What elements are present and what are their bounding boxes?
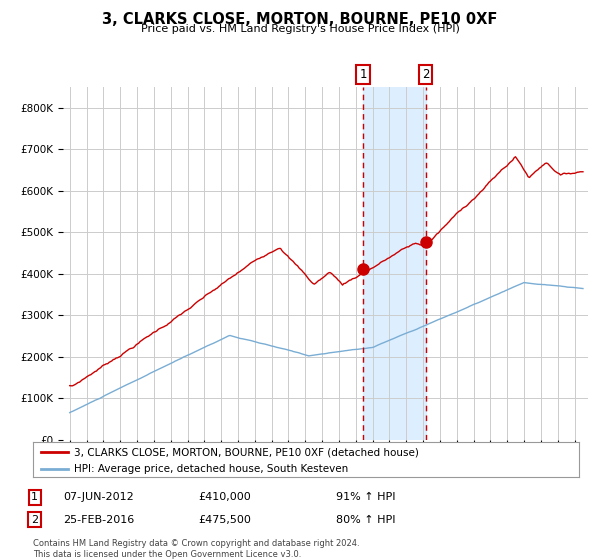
Text: 3, CLARKS CLOSE, MORTON, BOURNE, PE10 0XF (detached house): 3, CLARKS CLOSE, MORTON, BOURNE, PE10 0X…	[74, 447, 419, 457]
Text: £475,500: £475,500	[198, 515, 251, 525]
Text: 80% ↑ HPI: 80% ↑ HPI	[336, 515, 395, 525]
Text: Contains HM Land Registry data © Crown copyright and database right 2024.
This d: Contains HM Land Registry data © Crown c…	[33, 539, 359, 559]
Text: 1: 1	[31, 492, 38, 502]
Text: 3, CLARKS CLOSE, MORTON, BOURNE, PE10 0XF: 3, CLARKS CLOSE, MORTON, BOURNE, PE10 0X…	[103, 12, 497, 27]
Text: 1: 1	[359, 68, 367, 81]
Text: 2: 2	[422, 68, 430, 81]
Text: HPI: Average price, detached house, South Kesteven: HPI: Average price, detached house, Sout…	[74, 464, 348, 474]
Text: Price paid vs. HM Land Registry's House Price Index (HPI): Price paid vs. HM Land Registry's House …	[140, 24, 460, 34]
Text: 2: 2	[31, 515, 38, 525]
Text: 25-FEB-2016: 25-FEB-2016	[63, 515, 134, 525]
Text: 07-JUN-2012: 07-JUN-2012	[63, 492, 134, 502]
Text: 91% ↑ HPI: 91% ↑ HPI	[336, 492, 395, 502]
Bar	[363, 87, 425, 440]
Text: £410,000: £410,000	[198, 492, 251, 502]
